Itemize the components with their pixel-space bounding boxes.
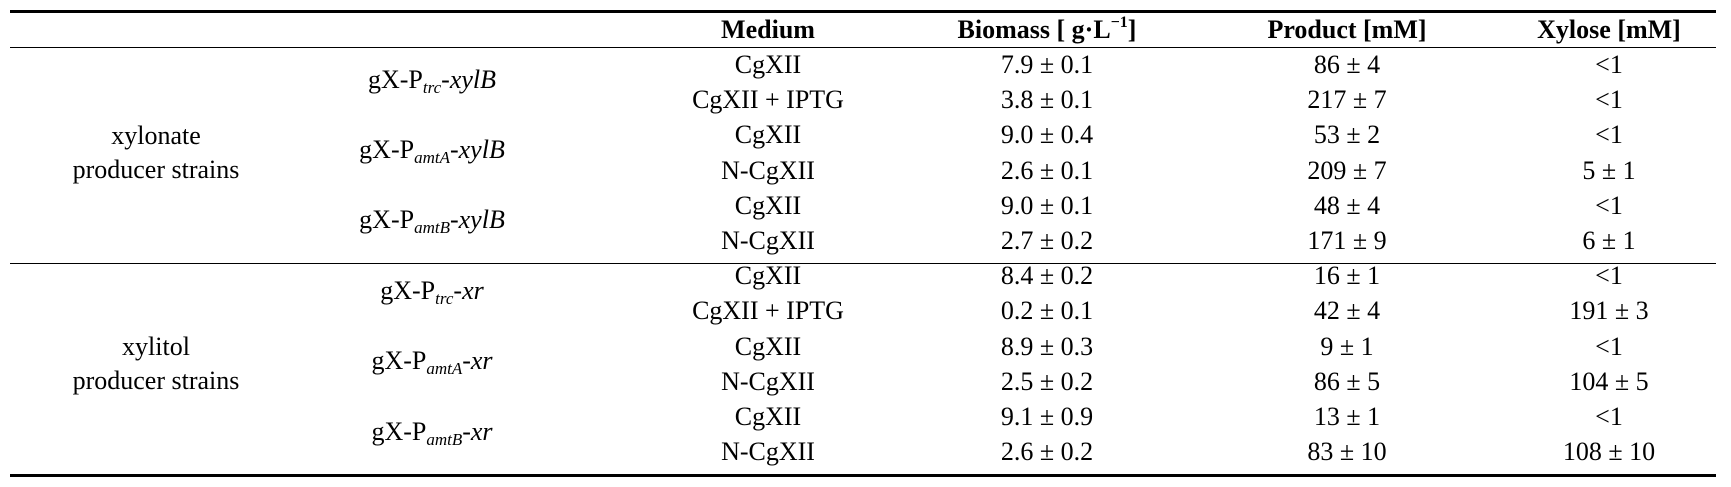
header-xylose: Xylose [mM]: [1537, 17, 1681, 43]
strain-promoter: amtA: [426, 359, 462, 378]
header-biomass-label: Biomass [ g·L: [958, 15, 1111, 44]
group-label-line1: xylonate: [73, 119, 240, 153]
cell-product: 48 ± 4: [1314, 193, 1380, 219]
cell-xylose: 104 ± 5: [1569, 369, 1648, 395]
strain-prefix: gX-P: [371, 417, 426, 446]
header-biomass-exponent: −1: [1111, 14, 1128, 31]
cell-medium: N-CgXII: [721, 439, 815, 465]
strain-gene: -xylB: [441, 65, 496, 94]
cell-product: 209 ± 7: [1307, 158, 1386, 184]
cell-biomass: 2.7 ± 0.2: [1001, 228, 1093, 254]
cell-product: 16 ± 1: [1314, 263, 1380, 289]
strain-gene: -xylB: [450, 135, 505, 164]
cell-xylose: <1: [1595, 122, 1623, 148]
group-label-line2: producer strains: [73, 364, 240, 398]
cell-xylose: 191 ± 3: [1569, 298, 1648, 324]
strain-promoter: trc: [423, 78, 441, 97]
cell-product: 86 ± 4: [1314, 52, 1380, 78]
table-top-rule: [10, 10, 1716, 13]
cell-medium: CgXII: [735, 52, 801, 78]
cell-product: 13 ± 1: [1314, 404, 1380, 430]
cell-biomass: 8.9 ± 0.3: [1001, 334, 1093, 360]
cell-medium: CgXII: [735, 263, 801, 289]
cell-product: 42 ± 4: [1314, 298, 1380, 324]
strain-label: gX-Ptrc-xr: [380, 278, 484, 304]
strain-label: gX-PamtB-xr: [371, 419, 492, 445]
cell-biomass: 2.5 ± 0.2: [1001, 369, 1093, 395]
cell-xylose: 5 ± 1: [1582, 158, 1635, 184]
table-bottom-rule: [10, 474, 1716, 477]
cell-biomass: 0.2 ± 0.1: [1001, 298, 1093, 324]
cell-medium: CgXII: [735, 122, 801, 148]
strain-promoter: amtB: [426, 430, 462, 449]
strain-promoter: amtA: [414, 148, 450, 167]
cell-medium: CgXII: [735, 404, 801, 430]
cell-biomass: 9.0 ± 0.4: [1001, 122, 1093, 148]
cell-biomass: 9.1 ± 0.9: [1001, 404, 1093, 430]
cell-product: 171 ± 9: [1307, 228, 1386, 254]
table-header-rule: [10, 47, 1716, 48]
cell-biomass: 9.0 ± 0.1: [1001, 193, 1093, 219]
cell-product: 217 ± 7: [1307, 87, 1386, 113]
strain-prefix: gX-P: [359, 205, 414, 234]
strain-gene: -xr: [462, 417, 492, 446]
strain-promoter: amtB: [414, 218, 450, 237]
cell-product: 86 ± 5: [1314, 369, 1380, 395]
table-group-separator: [10, 263, 1716, 264]
header-biomass-close: ]: [1128, 15, 1137, 44]
cell-xylose: <1: [1595, 52, 1623, 78]
cell-medium: CgXII + IPTG: [692, 87, 844, 113]
cell-xylose: <1: [1595, 263, 1623, 289]
strain-prefix: gX-P: [371, 346, 426, 375]
group-label: xylitol producer strains: [73, 330, 240, 398]
cell-biomass: 2.6 ± 0.1: [1001, 158, 1093, 184]
cell-medium: N-CgXII: [721, 158, 815, 184]
strain-gene: -xylB: [450, 205, 505, 234]
header-product: Product [mM]: [1267, 17, 1426, 43]
cell-xylose: <1: [1595, 193, 1623, 219]
header-biomass: Biomass [ g·L−1]: [958, 17, 1137, 43]
cell-medium: CgXII: [735, 193, 801, 219]
cell-medium: N-CgXII: [721, 369, 815, 395]
cell-biomass: 3.8 ± 0.1: [1001, 87, 1093, 113]
cell-xylose: <1: [1595, 404, 1623, 430]
cell-xylose: 108 ± 10: [1563, 439, 1655, 465]
strain-label: gX-PamtB-xylB: [359, 207, 505, 233]
header-medium: Medium: [721, 17, 815, 43]
cell-biomass: 2.6 ± 0.2: [1001, 439, 1093, 465]
strain-label: gX-PamtA-xylB: [359, 137, 505, 163]
cell-product: 9 ± 1: [1320, 334, 1373, 360]
strain-gene: -xr: [453, 276, 483, 305]
cell-product: 53 ± 2: [1314, 122, 1380, 148]
cell-biomass: 8.4 ± 0.2: [1001, 263, 1093, 289]
strain-label: gX-Ptrc-xylB: [368, 67, 496, 93]
strain-label: gX-PamtA-xr: [371, 348, 492, 374]
strain-prefix: gX-P: [359, 135, 414, 164]
cell-xylose: <1: [1595, 87, 1623, 113]
group-label-line2: producer strains: [73, 153, 240, 187]
cell-product: 83 ± 10: [1307, 439, 1386, 465]
group-label: xylonate producer strains: [73, 119, 240, 187]
strain-gene: -xr: [462, 346, 492, 375]
cell-medium: CgXII: [735, 334, 801, 360]
strain-promoter: trc: [435, 289, 453, 308]
cell-biomass: 7.9 ± 0.1: [1001, 52, 1093, 78]
cell-medium: CgXII + IPTG: [692, 298, 844, 324]
cell-xylose: <1: [1595, 334, 1623, 360]
cell-medium: N-CgXII: [721, 228, 815, 254]
strain-prefix: gX-P: [380, 276, 435, 305]
cell-xylose: 6 ± 1: [1582, 228, 1635, 254]
group-label-line1: xylitol: [73, 330, 240, 364]
strain-prefix: gX-P: [368, 65, 423, 94]
